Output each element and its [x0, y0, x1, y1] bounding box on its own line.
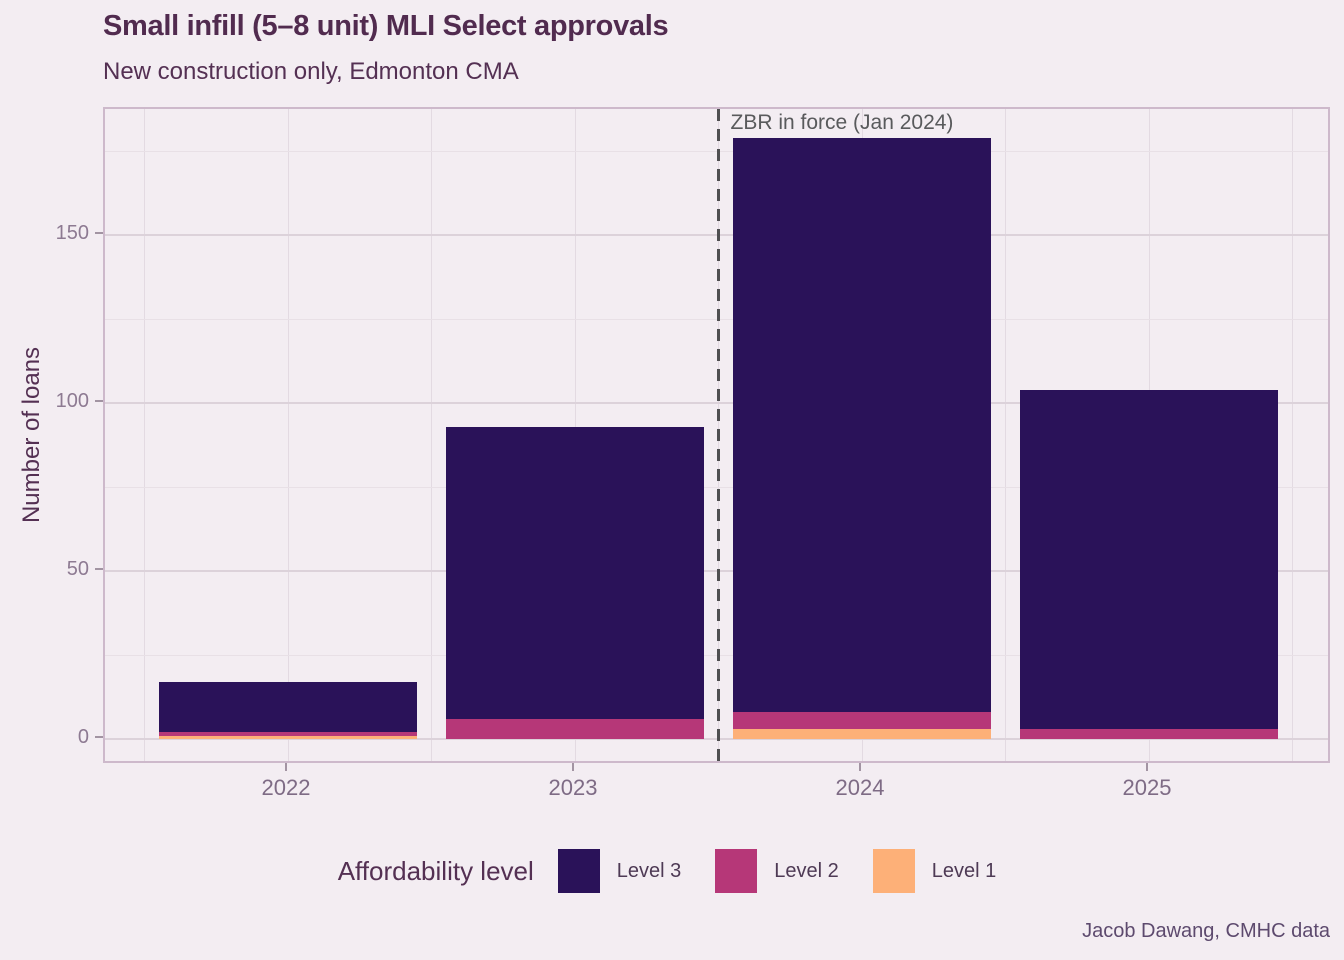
x-axis-tick-label: 2025 [1122, 775, 1172, 800]
x-axis-tick-label: 2022 [261, 775, 311, 800]
major-gridline [105, 570, 1328, 572]
legend-items: Level 3 Level 2 Level 1 [557, 849, 1007, 893]
chart-subtitle: New construction only, Edmonton CMA [103, 58, 519, 85]
bar-2024-level-3 [733, 137, 991, 713]
plot-panel: ZBR in force (Jan 2024) [103, 107, 1330, 763]
legend-label: Level 2 [774, 859, 839, 882]
legend-label: Level 3 [616, 859, 682, 882]
minor-gridline [105, 319, 1328, 320]
legend-label: Level 1 [931, 859, 997, 882]
minor-gridline [105, 151, 1328, 152]
bar-2023-level-2 [446, 718, 704, 739]
x-axis-tick-label: 2023 [548, 775, 598, 800]
major-gridline [105, 234, 1328, 236]
y-axis-tick [95, 232, 103, 234]
y-axis-tick [95, 568, 103, 570]
legend-item-level-3: Level 3 [557, 849, 682, 893]
y-axis-tick-label: 150 [55, 222, 89, 244]
x-axis-tick [572, 763, 574, 771]
x-axis-tick [285, 763, 287, 771]
bar-2023-level-3 [446, 426, 704, 719]
x-axis-tick-label: 2024 [835, 775, 885, 800]
bar-2024-level-1 [733, 728, 991, 739]
y-axis-tick-label: 50 [66, 558, 89, 580]
y-axis-tick-label: 100 [55, 390, 89, 412]
y-axis-tick [95, 400, 103, 402]
chart-title: Small infill (5–8 unit) MLI Select appro… [103, 10, 669, 42]
legend-swatch-level-1 [872, 849, 915, 893]
bar-2022-level-1 [159, 735, 417, 739]
y-axis-tick [95, 736, 103, 738]
bar-2025-level-3 [1020, 389, 1278, 729]
minor-gridline [105, 655, 1328, 656]
legend-swatch-level-3 [557, 849, 600, 893]
legend-title: Affordability level [337, 855, 534, 886]
vertical-gridline-minor [144, 109, 145, 761]
y-axis-tick-label: 0 [77, 726, 89, 748]
chart-caption: Jacob Dawang, CMHC data [1082, 920, 1330, 942]
legend: Affordability level Level 3 Level 2 Level … [0, 843, 1344, 899]
x-axis-tick [859, 763, 861, 771]
legend-item-level-2: Level 2 [715, 849, 839, 893]
bar-2025-level-2 [1020, 728, 1278, 739]
zbr-annotation-label: ZBR in force (Jan 2024) [730, 111, 954, 134]
zbr-dashed-line [717, 109, 720, 761]
bar-2022-level-3 [159, 681, 417, 733]
major-gridline [105, 738, 1328, 740]
vertical-gridline [287, 109, 289, 761]
bar-2022-level-2 [159, 732, 417, 736]
minor-gridline [105, 487, 1328, 488]
vertical-gridline-minor [431, 109, 432, 761]
legend-swatch-level-2 [715, 849, 758, 893]
x-axis-tick [1146, 763, 1148, 771]
vertical-gridline-minor [1005, 109, 1006, 761]
legend-item-level-1: Level 1 [872, 849, 997, 893]
bar-2024-level-2 [733, 712, 991, 729]
major-gridline [105, 402, 1328, 404]
vertical-gridline-minor [1292, 109, 1293, 761]
